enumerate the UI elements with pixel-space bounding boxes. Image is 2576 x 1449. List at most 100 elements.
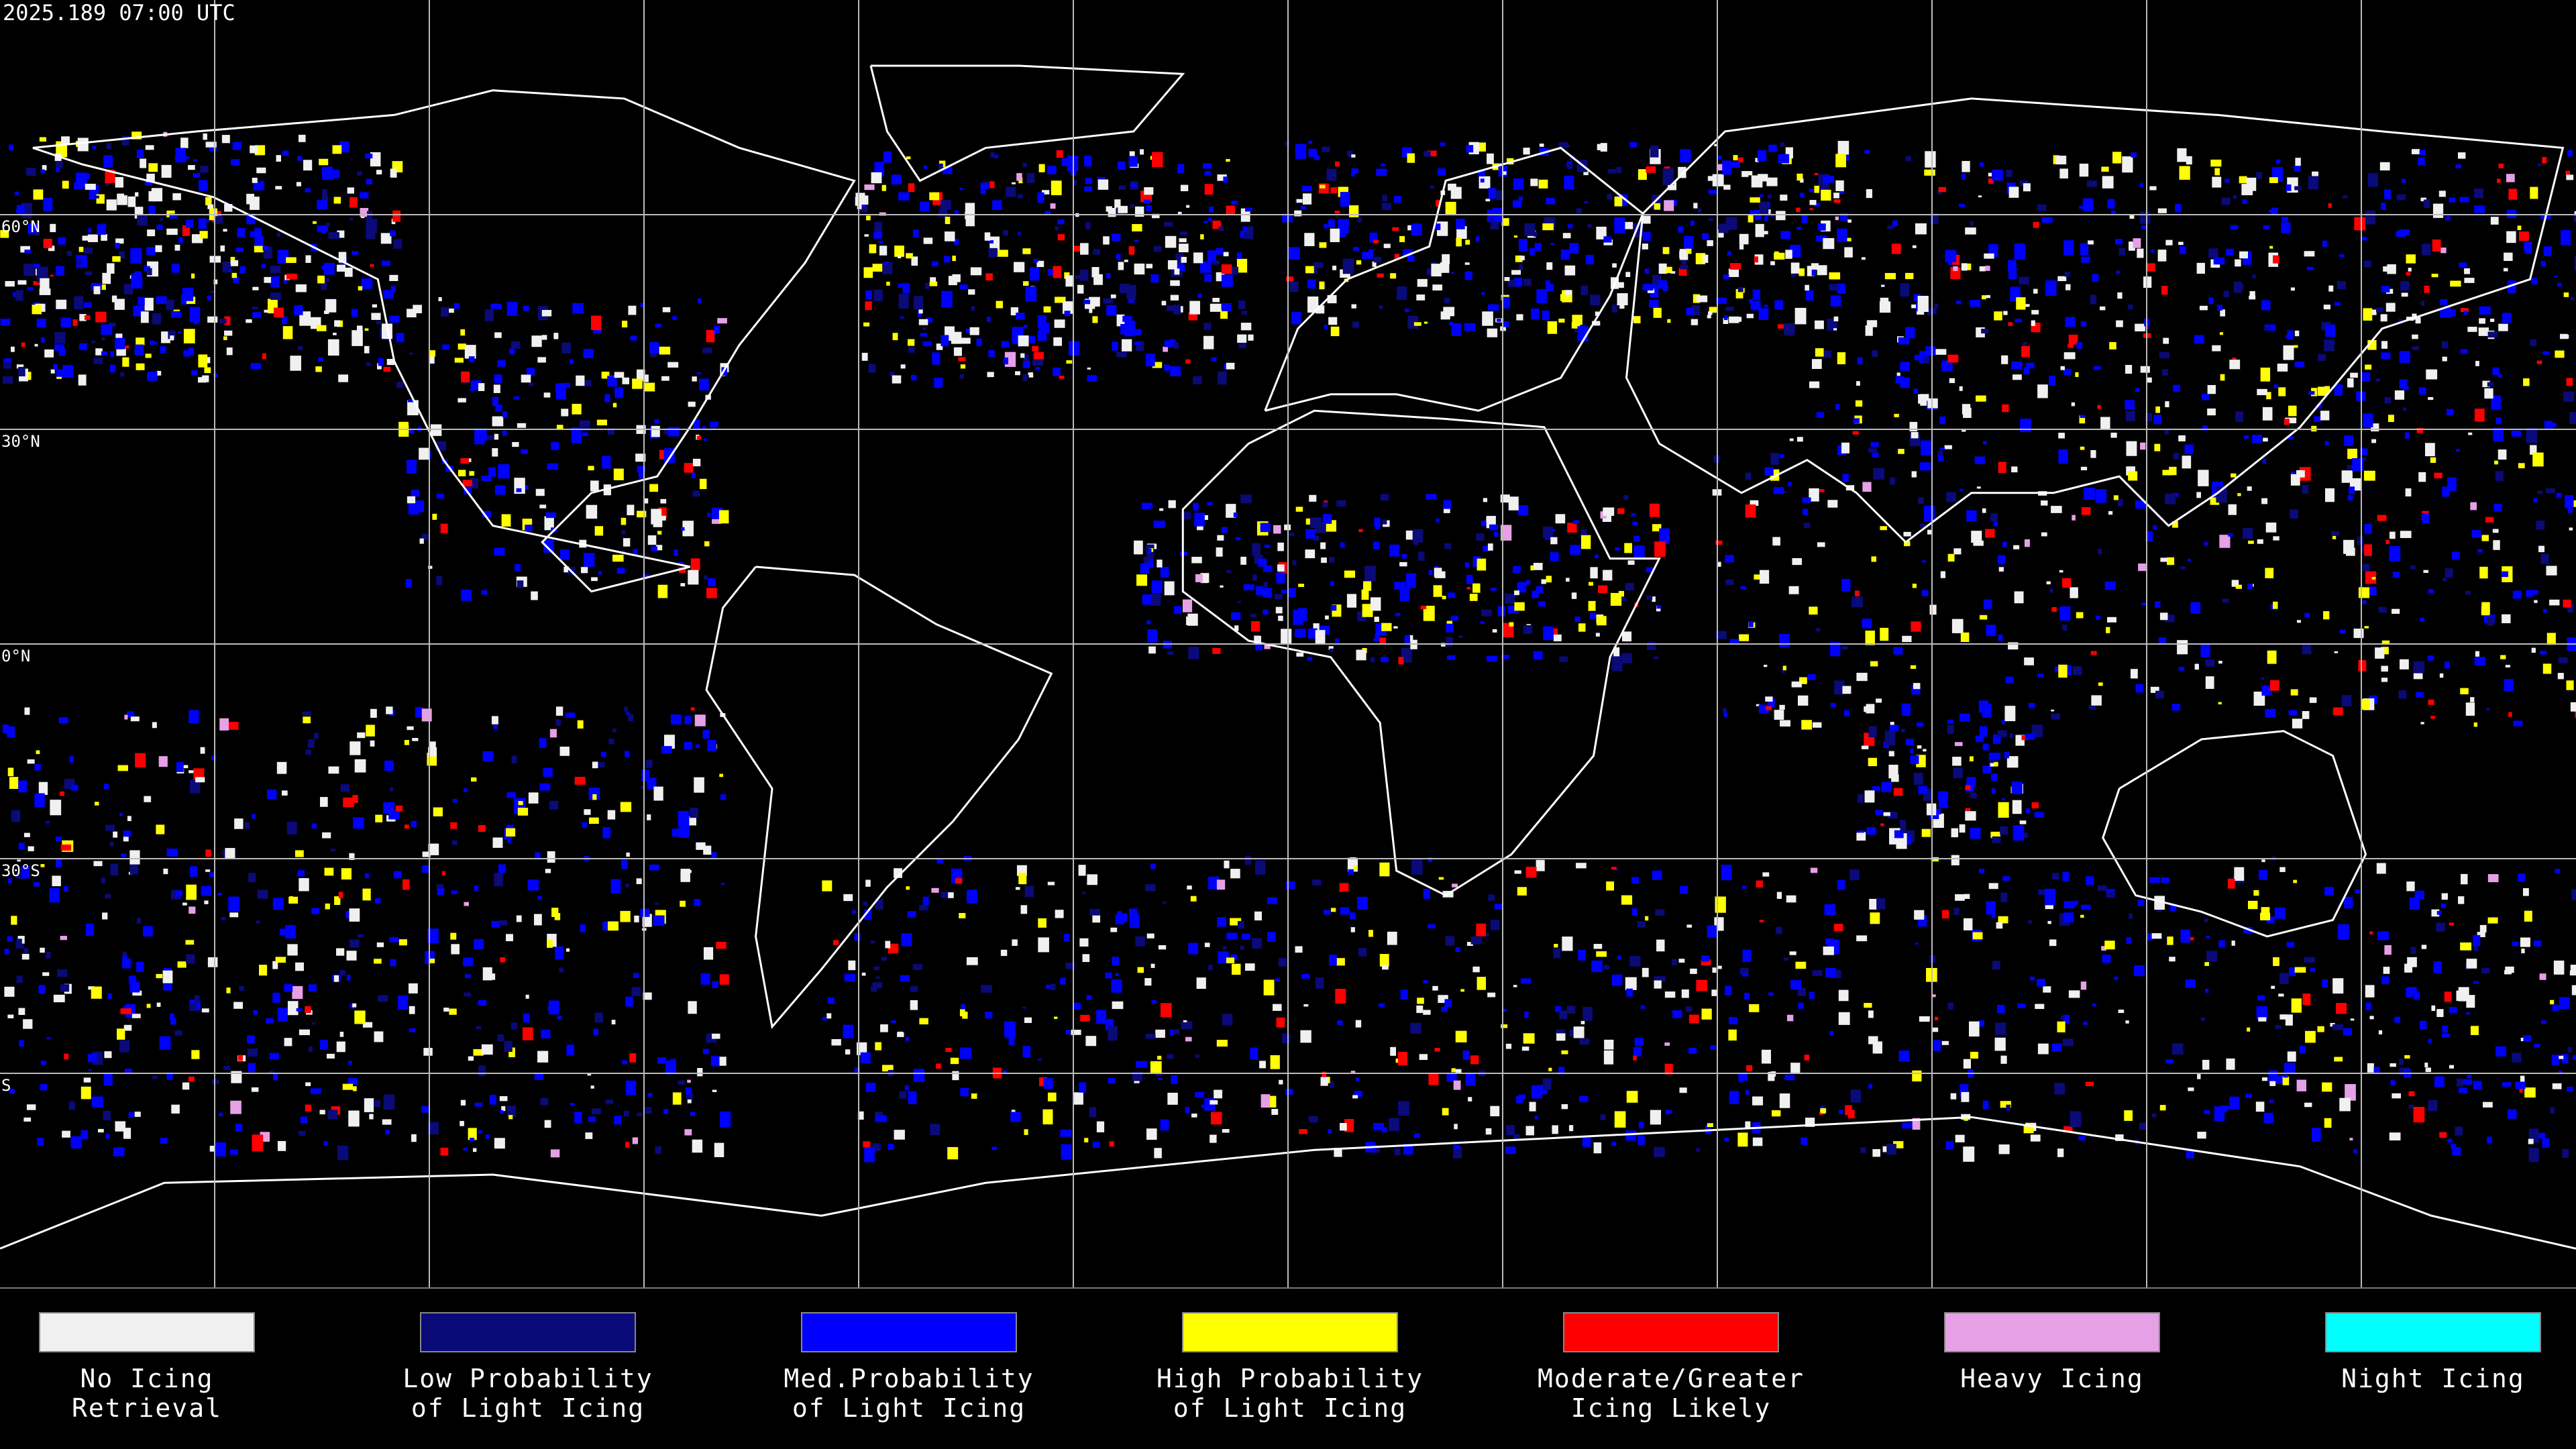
icing-speckle: [2574, 211, 2576, 216]
icing-speckle: [2451, 551, 2460, 560]
icing-speckle: [109, 364, 116, 373]
icing-speckle: [1389, 544, 1400, 557]
icing-speckle: [1607, 193, 1612, 200]
icing-speckle: [191, 370, 198, 376]
icing-speckle: [2524, 1087, 2536, 1098]
icing-speckle: [1582, 1006, 1593, 1021]
icing-speckle: [622, 321, 628, 328]
icing-speckle: [1254, 635, 1262, 645]
icing-speckle: [871, 985, 877, 992]
icing-speckle: [264, 309, 269, 313]
icing-speckle: [2049, 588, 2053, 593]
icing-speckle: [2283, 1074, 2288, 1078]
icing-speckle: [655, 323, 661, 328]
icing-speckle: [2171, 704, 2181, 711]
icing-speckle: [2222, 1106, 2227, 1112]
icing-speckle: [2574, 256, 2576, 271]
icing-speckle: [1920, 523, 1925, 528]
icing-speckle: [246, 319, 252, 323]
icing-speckle: [1116, 314, 1125, 327]
icing-speckle: [1436, 518, 1440, 523]
icing-speckle: [1481, 609, 1492, 616]
icing-speckle: [1193, 376, 1202, 384]
icing-speckle: [1523, 1033, 1535, 1044]
icing-speckle: [2400, 659, 2409, 669]
icing-speckle: [39, 288, 51, 295]
icing-speckle: [700, 973, 710, 985]
icing-speckle: [1444, 543, 1452, 549]
icing-speckle: [2404, 432, 2410, 439]
icing-speckle: [323, 262, 335, 275]
icing-speckle: [2219, 535, 2231, 548]
icing-speckle: [1273, 525, 1281, 534]
icing-speckle: [719, 773, 723, 777]
icing-speckle: [1523, 625, 1533, 634]
icing-speckle: [1092, 1141, 1100, 1148]
icing-speckle: [103, 784, 109, 790]
icing-speckle: [366, 724, 375, 737]
icing-speckle: [1160, 1119, 1169, 1131]
icing-speckle: [26, 1104, 36, 1110]
icing-speckle: [2231, 941, 2235, 946]
icing-speckle: [415, 706, 424, 718]
icing-speckle: [1332, 266, 1337, 270]
icing-speckle: [1232, 963, 1241, 975]
icing-speckle: [488, 467, 496, 477]
icing-speckle: [2543, 608, 2547, 613]
icing-speckle: [643, 992, 652, 1000]
icing-speckle: [339, 141, 350, 153]
icing-speckle: [897, 1032, 904, 1037]
icing-speckle: [1780, 195, 1788, 201]
icing-speckle: [1875, 810, 1883, 816]
icing-speckle: [579, 420, 590, 431]
icing-speckle: [2180, 929, 2191, 943]
icing-speckle: [190, 780, 201, 794]
icing-speckle: [1560, 249, 1570, 260]
icing-speckle: [2402, 407, 2407, 411]
icing-speckle: [1596, 951, 1607, 957]
icing-speckle: [1177, 164, 1185, 173]
icing-speckle: [2035, 1004, 2045, 1010]
icing-speckle: [1998, 635, 2003, 641]
latitude-label: 30°N: [1, 432, 40, 451]
icing-speckle: [1144, 978, 1152, 986]
icing-speckle: [580, 567, 588, 574]
icing-speckle: [1350, 927, 1355, 932]
icing-speckle: [1880, 627, 1889, 641]
icing-speckle: [1902, 635, 1912, 643]
icing-speckle: [912, 964, 923, 970]
icing-speckle: [1970, 221, 1974, 226]
icing-speckle: [1200, 234, 1204, 239]
icing-speckle: [228, 722, 239, 730]
icing-speckle: [340, 784, 350, 792]
icing-speckle: [2528, 1148, 2539, 1163]
icing-speckle: [352, 1003, 357, 1008]
icing-speckle: [719, 974, 729, 985]
icing-speckle: [41, 337, 45, 343]
icing-speckle: [1286, 276, 1294, 282]
icing-speckle: [1134, 239, 1139, 242]
icing-speckle: [1715, 896, 1726, 913]
icing-speckle: [2396, 194, 2406, 201]
icing-speckle: [1230, 266, 1239, 275]
icing-speckle: [1748, 215, 1754, 223]
icing-speckle: [2390, 531, 2396, 539]
icing-speckle: [1965, 227, 1976, 235]
icing-speckle: [522, 1027, 533, 1040]
icing-speckle: [1884, 272, 1896, 280]
icing-speckle: [1666, 266, 1672, 274]
icing-speckle: [2378, 1030, 2383, 1034]
icing-speckle: [2505, 665, 2510, 667]
icing-speckle: [1134, 263, 1145, 275]
icing-speckle: [2473, 722, 2477, 727]
icing-speckle: [1596, 616, 1607, 626]
icing-speckle: [1222, 1014, 1233, 1026]
icing-speckle: [1681, 989, 1689, 998]
icing-speckle: [682, 521, 694, 537]
icing-speckle: [389, 787, 394, 792]
icing-speckle: [1786, 895, 1796, 903]
icing-speckle: [2260, 367, 2271, 382]
icing-speckle: [822, 880, 833, 892]
icing-speckle: [2071, 402, 2076, 407]
icing-speckle: [1151, 1000, 1157, 1004]
